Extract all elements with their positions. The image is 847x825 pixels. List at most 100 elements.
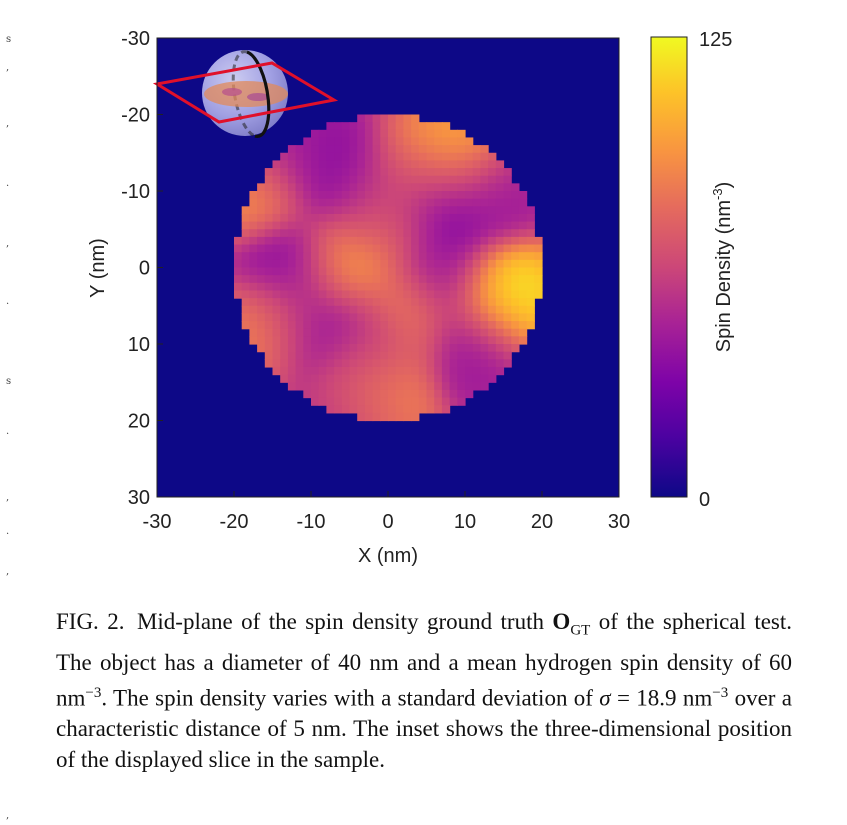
heatmap-cell bbox=[287, 175, 297, 184]
heatmap-cell bbox=[457, 382, 466, 391]
heatmap-cell bbox=[372, 236, 381, 246]
heatmap-cell bbox=[388, 213, 397, 223]
margin-mark: . bbox=[6, 526, 10, 537]
heatmap-cell bbox=[426, 305, 435, 314]
heatmap-cell bbox=[457, 351, 466, 360]
heatmap-cell bbox=[534, 290, 543, 299]
heatmap-cell bbox=[380, 290, 389, 299]
heatmap-cell bbox=[488, 313, 497, 322]
heatmap-cell bbox=[380, 344, 389, 353]
heatmap-cell bbox=[388, 397, 397, 406]
heatmap-cell bbox=[257, 336, 266, 345]
heatmap-cell bbox=[326, 152, 335, 161]
heatmap-cell bbox=[480, 374, 489, 383]
heatmap-cell bbox=[364, 259, 374, 269]
heatmap-cell bbox=[326, 305, 335, 314]
heatmap-cell bbox=[395, 389, 404, 399]
heatmap-cell bbox=[364, 183, 374, 192]
heatmap-cell bbox=[418, 405, 428, 414]
inset-slice-texture bbox=[247, 93, 269, 101]
heatmap-cell bbox=[295, 282, 304, 292]
heatmap-cell bbox=[372, 344, 381, 353]
heatmap-cell bbox=[395, 351, 404, 360]
heatmap-cell bbox=[272, 252, 281, 261]
heatmap-cell bbox=[287, 236, 297, 246]
heatmap-cell bbox=[465, 175, 474, 184]
heatmap-cell bbox=[280, 305, 289, 314]
heatmap-cell bbox=[303, 191, 312, 200]
heatmap-cell bbox=[318, 252, 327, 261]
heatmap-cell bbox=[241, 236, 250, 246]
heatmap-cell bbox=[303, 336, 312, 345]
heatmap-cell bbox=[264, 290, 274, 299]
heatmap-cell bbox=[434, 259, 443, 269]
heatmap-cell bbox=[372, 122, 381, 131]
heatmap-cell bbox=[403, 282, 412, 292]
heatmap-cell bbox=[518, 252, 528, 261]
heatmap-cell bbox=[457, 129, 466, 139]
heatmap-cell bbox=[357, 321, 366, 330]
inset-plane bbox=[152, 61, 339, 124]
heatmap-cell bbox=[480, 191, 489, 200]
heatmap-cell bbox=[465, 236, 474, 246]
heatmap-cell bbox=[441, 137, 451, 146]
heatmap-cell bbox=[488, 206, 497, 215]
heatmap-cell bbox=[349, 321, 358, 330]
heatmap-cell bbox=[272, 366, 281, 376]
heatmap-cell bbox=[488, 267, 497, 276]
heatmap-cell bbox=[287, 328, 297, 337]
heatmap-cell bbox=[403, 389, 412, 399]
heatmap-cell bbox=[457, 313, 466, 322]
heatmap-cell bbox=[472, 168, 481, 177]
heatmap-cell bbox=[241, 229, 250, 238]
heatmap-cell bbox=[395, 321, 404, 330]
heatmap-cell bbox=[465, 267, 474, 276]
y-tick-label: -30 bbox=[121, 28, 150, 50]
heatmap-cell bbox=[257, 252, 266, 261]
heatmap-cell bbox=[349, 336, 358, 345]
heatmap-cell bbox=[395, 221, 404, 230]
heatmap-cell bbox=[349, 191, 358, 200]
heatmap-cell bbox=[372, 351, 381, 360]
heatmap-cell bbox=[388, 122, 397, 131]
heatmap-cell bbox=[426, 122, 435, 131]
heatmap-cell bbox=[380, 259, 389, 269]
margin-mark: , bbox=[6, 238, 10, 249]
heatmap-cell bbox=[287, 321, 297, 330]
heatmap-cell bbox=[287, 336, 297, 345]
heatmap-cell bbox=[534, 282, 543, 292]
heatmap-cell bbox=[503, 282, 512, 292]
heatmap-cell bbox=[426, 382, 435, 391]
heatmap-cell bbox=[272, 213, 281, 223]
heatmap-cell bbox=[303, 267, 312, 276]
heatmap-cell bbox=[418, 252, 428, 261]
heatmap-cell bbox=[364, 290, 374, 299]
heatmap-cell bbox=[249, 328, 258, 337]
heatmap-cell bbox=[264, 213, 274, 223]
heatmap-cell bbox=[457, 152, 466, 161]
heatmap-cell bbox=[411, 213, 420, 223]
heatmap-cell bbox=[388, 221, 397, 230]
heatmap-cell bbox=[334, 336, 343, 345]
heatmap-cell bbox=[341, 183, 351, 192]
heatmap-cell bbox=[349, 298, 358, 307]
heatmap-cell bbox=[311, 191, 320, 200]
caption-text: . The spin density varies with a standar… bbox=[101, 685, 593, 711]
heatmap-cell bbox=[326, 298, 335, 307]
heatmap-cell bbox=[388, 137, 397, 146]
heatmap-cell bbox=[287, 366, 297, 376]
heatmap-cell bbox=[488, 305, 497, 314]
heatmap-cell bbox=[518, 275, 528, 284]
heatmap-cell bbox=[480, 244, 489, 253]
heatmap-cell bbox=[411, 382, 420, 391]
heatmap-cell bbox=[395, 382, 404, 391]
heatmap-cell bbox=[411, 405, 420, 414]
heatmap-cell bbox=[326, 175, 335, 184]
heatmap-cell bbox=[480, 351, 489, 360]
heatmap-cell bbox=[318, 259, 327, 269]
heatmap-cell bbox=[295, 328, 304, 337]
heatmap-cell bbox=[403, 206, 412, 215]
heatmap-cell bbox=[480, 259, 489, 269]
heatmap-cell bbox=[518, 305, 528, 314]
heatmap-cell bbox=[472, 198, 481, 207]
